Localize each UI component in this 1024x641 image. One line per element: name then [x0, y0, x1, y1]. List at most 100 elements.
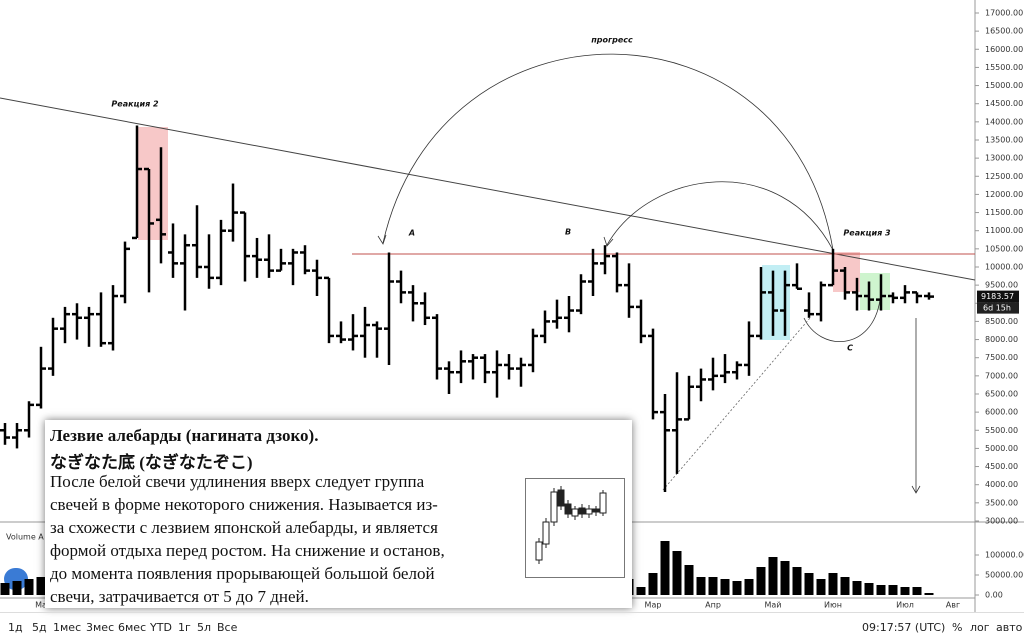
volume-bar — [12, 581, 22, 595]
volume-bar — [768, 557, 778, 595]
y-tick-label: 16500.00 — [985, 27, 1023, 36]
range-button[interactable]: 5л — [197, 621, 212, 634]
arrow-head — [911, 485, 921, 494]
arc-arrow — [803, 299, 881, 342]
y-tick-label: 7000.00 — [985, 371, 1018, 380]
scale-option[interactable]: лог — [970, 621, 990, 634]
illustration-candles — [535, 486, 607, 564]
arrow-head — [377, 234, 387, 245]
annotation: Реакция 3 — [843, 229, 891, 238]
volume-bar — [36, 577, 46, 595]
x-tick-label: Авг — [946, 601, 960, 610]
annotation: B — [565, 228, 571, 237]
text-overlay: Лезвие алебарды (нагината дзоко). なぎなた底 … — [45, 420, 632, 608]
volume-bar — [708, 577, 718, 595]
volume-bar — [888, 585, 898, 595]
y-tick-label: 11500.00 — [985, 208, 1023, 217]
y-tick-label: 5500.00 — [985, 426, 1018, 435]
y-tick-label: 13000.00 — [985, 154, 1023, 163]
range-button[interactable]: 3мес — [86, 621, 115, 634]
overlay-line: до момента появления прорывающей большой… — [50, 564, 435, 583]
y-tick-label: 10500.00 — [985, 244, 1023, 253]
y-tick-label: 12500.00 — [985, 172, 1023, 181]
y-tick-label: 11000.00 — [985, 226, 1023, 235]
arrow-head — [603, 236, 614, 247]
overlay-line: После белой свечи удлинения вверх следуе… — [50, 472, 425, 491]
range-button[interactable]: 6мес — [118, 621, 147, 634]
overlay-line: свечей в форме некоторого снижения. Назы… — [50, 495, 438, 514]
volume-bar — [732, 581, 742, 595]
arc-arrow — [382, 53, 834, 251]
y-tick-label: 3500.00 — [985, 498, 1018, 507]
y-tick-label: 15000.00 — [985, 81, 1023, 90]
price-tag — [977, 290, 1019, 303]
volume-label: Volume A — [6, 533, 44, 542]
y-tick-label: 14000.00 — [985, 117, 1023, 126]
trend-line — [0, 97, 976, 281]
overlay-title: Лезвие алебарды (нагината дзоко). — [50, 426, 319, 445]
y-tick-label: 10000.00 — [985, 262, 1023, 271]
y-tick-label: 6500.00 — [985, 389, 1018, 398]
volume-bar — [876, 585, 886, 595]
y-tick-label: 100000.00 — [985, 551, 1024, 560]
logo — [4, 568, 28, 590]
overlay-subtitle: なぎなた底 (なぎなたぞこ) — [50, 453, 253, 472]
x-tick-label: Апр — [705, 601, 721, 610]
clock: 09:17:57 (UTC) — [862, 621, 946, 634]
x-tick-label: Ма — [35, 601, 47, 610]
annotation: Реакция 2 — [111, 100, 159, 109]
overlay-line: за схожести с лезвием японской алебарды,… — [50, 518, 438, 537]
y-tick-label: 5000.00 — [985, 444, 1018, 453]
bottom-toolbar: 1д 5д 1мес 3мес 6мес YTD 1г 5л Все 09:17:57 (UTC)… — [0, 612, 1024, 641]
volume-bar — [660, 541, 670, 595]
y-tick-label: 6000.00 — [985, 408, 1018, 417]
y-tick-label: 3000.00 — [985, 516, 1018, 525]
volume-bar — [720, 579, 730, 595]
y-tick-label: 7500.00 — [985, 353, 1018, 362]
y-tick-label: 0.00 — [985, 591, 1003, 600]
volume-bar — [684, 565, 694, 595]
y-tick-label: 16000.00 — [985, 45, 1023, 54]
range-button[interactable]: 1мес — [53, 621, 82, 634]
volume-bar — [780, 561, 790, 595]
arc-arrow — [606, 181, 834, 251]
x-tick-label: Июл — [896, 601, 914, 610]
range-button[interactable]: 1д — [8, 621, 23, 634]
volume-bar — [864, 583, 874, 595]
y-tick-label: 4000.00 — [985, 480, 1018, 489]
illustration-frame — [525, 478, 625, 578]
y-tick-label: 9500.00 — [985, 281, 1018, 290]
scale-option[interactable]: авто — [996, 621, 1023, 634]
price-tag-label: 9183.57 — [981, 292, 1014, 301]
scale-option[interactable]: % — [952, 621, 963, 634]
volume-bar — [804, 573, 814, 595]
range-button[interactable]: Все — [217, 621, 238, 634]
countdown-label: 6d 15h — [983, 304, 1011, 313]
y-tick-label: 17000.00 — [985, 8, 1023, 17]
volume-bar — [756, 567, 766, 595]
volume-bar — [852, 581, 862, 595]
x-tick-label: Июн — [824, 601, 842, 610]
y-tick-label: 13500.00 — [985, 135, 1023, 144]
volume-bar — [912, 587, 922, 595]
highlight-zone — [860, 273, 890, 310]
volume-bar — [0, 583, 10, 595]
volume-bar — [900, 587, 910, 595]
volume-bar — [648, 573, 658, 595]
y-tick-label: 8000.00 — [985, 335, 1018, 344]
volume-bar — [840, 577, 850, 595]
range-button[interactable]: YTD — [150, 621, 172, 634]
y-tick-label: 15500.00 — [985, 63, 1023, 72]
y-tick-label: 4500.00 — [985, 462, 1018, 471]
dotted-line — [662, 317, 811, 491]
range-button[interactable]: 1г — [178, 621, 191, 634]
volume-bar — [792, 567, 802, 595]
y-tick-label: 14500.00 — [985, 99, 1023, 108]
overlay-line: формой отдыха перед ростом. На снижение … — [50, 541, 445, 560]
y-tick-label: 12000.00 — [985, 190, 1023, 199]
range-button[interactable]: 5д — [32, 621, 47, 634]
volume-bar — [636, 587, 646, 595]
volume-bar — [744, 579, 754, 595]
